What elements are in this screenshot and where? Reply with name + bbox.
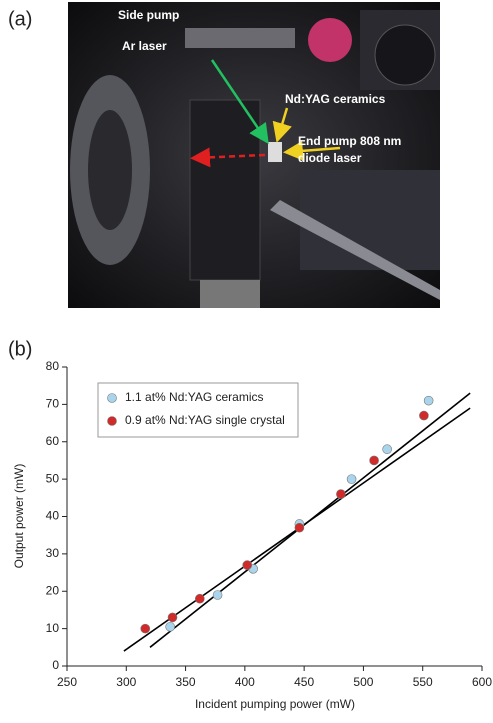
- data-point: [243, 561, 252, 570]
- y-axis-label: Output power (mW): [12, 464, 26, 569]
- legend-label: 1.1 at% Nd:YAG ceramics: [125, 390, 264, 404]
- y-tick-label: 50: [46, 471, 60, 485]
- data-point: [370, 456, 379, 465]
- data-point: [141, 624, 150, 633]
- photo-label: Side pump: [118, 8, 179, 22]
- y-tick-label: 0: [52, 658, 59, 672]
- photo-label: Nd:YAG ceramics: [285, 92, 386, 106]
- y-tick-label: 20: [46, 583, 60, 597]
- y-tick-label: 60: [46, 434, 60, 448]
- y-tick-label: 10: [46, 621, 60, 635]
- x-tick-label: 350: [176, 675, 196, 689]
- x-tick-label: 250: [57, 675, 77, 689]
- data-point: [383, 445, 392, 454]
- x-axis-label: Incident pumping power (mW): [195, 697, 355, 711]
- photo-label: End pump 808 nm: [298, 134, 401, 148]
- y-tick-label: 30: [46, 546, 60, 560]
- data-point: [168, 613, 177, 622]
- figure: (a) Side pump Ar laser Nd:YAG ceramics E…: [0, 0, 493, 718]
- y-tick-label: 40: [46, 509, 60, 523]
- x-tick-label: 300: [116, 675, 136, 689]
- x-tick-label: 450: [294, 675, 314, 689]
- data-point: [336, 490, 345, 499]
- legend-marker: [108, 417, 117, 426]
- data-point: [295, 523, 304, 532]
- x-tick-label: 550: [413, 675, 433, 689]
- legend-label: 0.9 at% Nd:YAG single crystal: [125, 413, 285, 427]
- data-point: [195, 594, 204, 603]
- panel-label: (b): [8, 338, 32, 360]
- data-point: [347, 475, 356, 484]
- legend-marker: [108, 394, 117, 403]
- data-point: [419, 411, 428, 420]
- x-tick-label: 400: [235, 675, 255, 689]
- y-tick-label: 70: [46, 397, 60, 411]
- photo: Side pump Ar laser Nd:YAG ceramics End p…: [68, 2, 440, 308]
- data-point: [213, 590, 222, 599]
- x-tick-label: 500: [353, 675, 373, 689]
- data-point: [424, 396, 433, 405]
- x-tick-label: 600: [472, 675, 492, 689]
- data-point: [166, 622, 175, 631]
- photo-label: Ar laser: [122, 39, 167, 53]
- photo-label: diode laser: [298, 151, 362, 165]
- panel-label: (a): [8, 8, 32, 30]
- y-tick-label: 80: [46, 359, 60, 373]
